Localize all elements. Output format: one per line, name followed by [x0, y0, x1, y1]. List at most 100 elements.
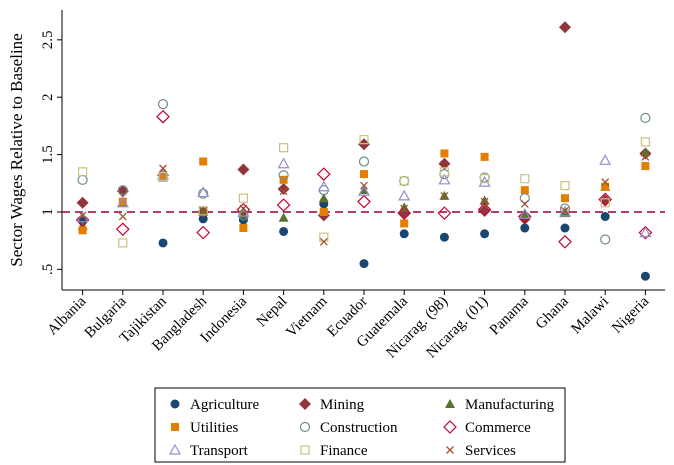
point: [640, 271, 650, 281]
point: [560, 223, 570, 233]
legend-label: Finance: [320, 443, 368, 459]
point: [115, 222, 130, 237]
point: [639, 226, 652, 238]
point: [520, 186, 529, 195]
point: [239, 224, 248, 233]
legend-marker: [300, 445, 310, 455]
point: [198, 206, 208, 216]
point: [157, 98, 169, 110]
point: [478, 175, 491, 187]
point: [78, 211, 87, 220]
point: [198, 214, 208, 224]
point: [77, 167, 88, 177]
y-tick-label: 1: [40, 208, 56, 216]
point: [156, 169, 170, 180]
point: [519, 209, 530, 219]
point: [316, 167, 331, 181]
point: [519, 193, 530, 204]
legend-label: Mining: [320, 397, 365, 413]
point: [400, 219, 409, 228]
point: [118, 197, 127, 206]
point: [640, 112, 651, 123]
point: [600, 198, 610, 208]
point: [439, 167, 449, 177]
point: [358, 156, 370, 167]
point: [598, 192, 613, 207]
point: [278, 212, 289, 222]
point: [359, 259, 369, 269]
point: [198, 188, 209, 199]
point: [116, 185, 129, 198]
y-tick-label: .5: [40, 264, 56, 275]
legend-label: Agriculture: [190, 397, 259, 413]
point: [520, 223, 530, 233]
point: [397, 206, 412, 220]
legend-label: Manufacturing: [465, 397, 555, 413]
point: [558, 205, 572, 217]
point: [559, 203, 571, 214]
point: [479, 195, 490, 205]
legend-marker: [171, 423, 179, 431]
y-tick-label: 2: [40, 93, 56, 101]
point: [319, 237, 328, 246]
point: [599, 154, 612, 165]
point: [518, 208, 531, 219]
point: [159, 171, 167, 180]
point: [641, 152, 650, 161]
point: [600, 212, 610, 222]
point: [116, 196, 129, 208]
point: [561, 206, 569, 215]
legend-marker: [299, 421, 311, 433]
point: [276, 198, 291, 212]
point: [158, 171, 168, 181]
point: [278, 170, 289, 181]
point: [118, 238, 128, 248]
legend-marker: [299, 398, 311, 410]
point: [117, 185, 128, 196]
point: [560, 180, 570, 191]
legend-label: Utilities: [190, 420, 238, 436]
point: [398, 189, 411, 201]
point: [239, 204, 248, 213]
point: [158, 238, 168, 248]
y-tick-label: 1.5: [40, 145, 56, 164]
point: [400, 204, 409, 213]
point: [480, 229, 490, 239]
point: [279, 143, 289, 153]
legend-label: Construction: [320, 420, 398, 436]
point: [480, 174, 490, 184]
point: [78, 226, 87, 235]
point: [399, 176, 409, 186]
point: [360, 181, 368, 190]
point: [480, 152, 489, 161]
point: [196, 225, 211, 240]
legend-marker: [443, 420, 457, 434]
point: [277, 157, 290, 169]
y-axis-title: Sector Wages Relative to Baseline: [7, 33, 26, 266]
point: [159, 164, 167, 173]
point: [520, 199, 529, 208]
point: [641, 162, 650, 171]
point: [357, 194, 371, 209]
legend-box: [154, 387, 566, 463]
legend-label: Services: [465, 443, 516, 459]
point: [118, 212, 127, 221]
point: [357, 185, 371, 196]
point: [360, 170, 368, 179]
legend-marker: [168, 443, 182, 455]
point: [317, 180, 330, 192]
point: [520, 174, 530, 184]
point: [318, 193, 329, 203]
legend-marker: [170, 399, 180, 409]
point: [600, 234, 611, 245]
point: [319, 207, 328, 216]
point: [438, 173, 451, 185]
point: [75, 213, 90, 227]
point: [359, 135, 369, 145]
legend-marker: [445, 399, 455, 408]
point: [477, 202, 492, 217]
legend-label: Commerce: [465, 420, 531, 436]
point: [197, 186, 210, 198]
